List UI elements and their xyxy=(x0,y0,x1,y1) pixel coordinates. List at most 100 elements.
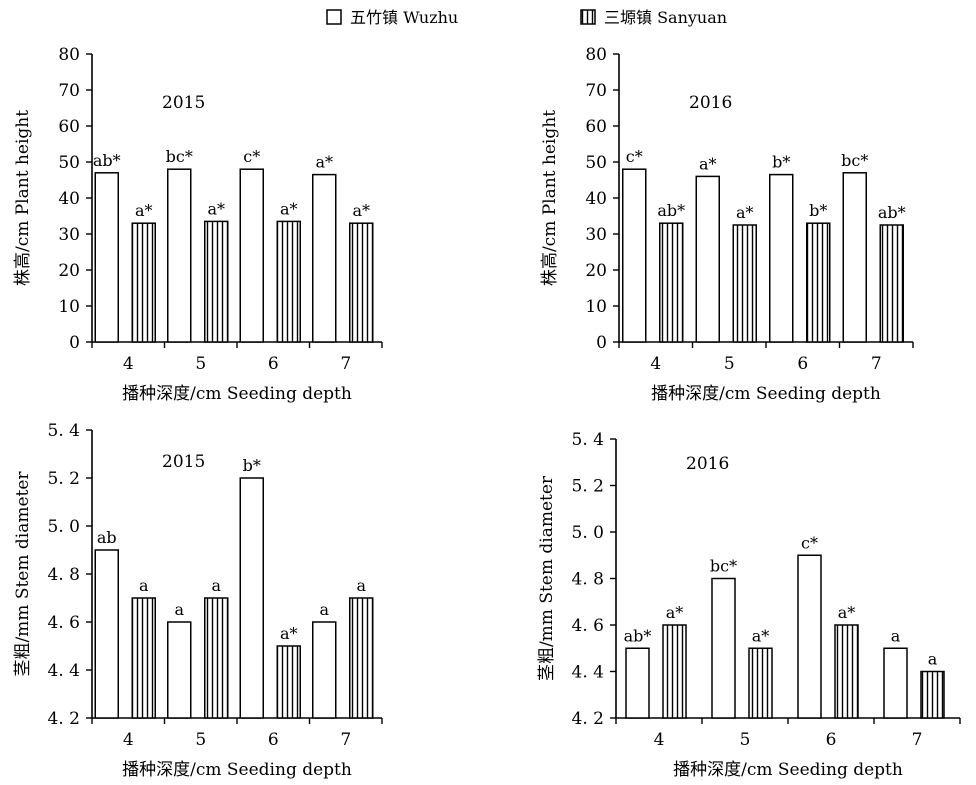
bar-sanyuan xyxy=(748,647,773,719)
significance-label: bc* xyxy=(841,151,868,170)
year-label: 2016 xyxy=(686,454,729,474)
y-tick-label: 60 xyxy=(585,117,607,137)
bar-wuzhu xyxy=(769,173,794,343)
y-tick-label: 4. 4 xyxy=(48,661,80,681)
legend: 五竹镇 Wuzhu 三塬镇 Sanyuan xyxy=(326,8,727,27)
y-tick-label: 5. 4 xyxy=(572,430,604,450)
y-tick-label: 60 xyxy=(58,117,80,137)
y-tick-label: 5. 0 xyxy=(572,523,604,543)
year-label: 2016 xyxy=(689,93,732,113)
x-tick-label: 7 xyxy=(340,354,351,374)
x-tick-label: 7 xyxy=(912,730,923,750)
significance-label: a* xyxy=(315,153,333,172)
y-axis-title: 茎粗/mm Stem diameter xyxy=(537,475,557,681)
bar-sanyuan xyxy=(834,624,859,719)
x-tick-label: 5 xyxy=(724,354,735,374)
significance-label: a xyxy=(174,600,184,619)
y-tick-label: 5. 0 xyxy=(48,517,80,537)
bar-wuzhu xyxy=(167,621,192,719)
x-tick-label: 4 xyxy=(654,730,665,750)
significance-label: a* xyxy=(207,199,225,218)
x-tick-label: 5 xyxy=(195,354,206,374)
significance-label: a* xyxy=(752,626,770,645)
significance-label: c* xyxy=(243,147,260,166)
bar-sanyuan xyxy=(806,222,831,343)
y-tick-label: 0 xyxy=(69,333,80,353)
significance-label: a* xyxy=(352,201,370,220)
y-tick-label: 80 xyxy=(585,45,607,65)
y-tick-label: 20 xyxy=(585,261,607,281)
y-tick-label: 80 xyxy=(58,45,80,65)
legend-swatch-wuzhu xyxy=(326,9,342,25)
x-tick-label: 6 xyxy=(268,730,279,750)
bar-wuzhu xyxy=(883,647,908,719)
bar-sanyuan xyxy=(732,224,757,343)
significance-label: ab* xyxy=(93,151,121,170)
y-tick-label: 4. 2 xyxy=(48,709,80,729)
y-tick-label: 10 xyxy=(585,297,607,317)
x-tick-label: 4 xyxy=(650,354,661,374)
significance-label: a xyxy=(928,650,938,669)
panel-height-2015: 0 10 20 30 40 50 60 70 80 4 ab* a* 5 bc* a* 6 c* a* 7 a* a* 2… xyxy=(13,45,383,404)
panel-height-2016: 0 10 20 30 40 50 60 70 80 4 c* ab* 5 a* a* 6 b* b* 7 bc* ab*… xyxy=(540,45,914,404)
significance-label: a xyxy=(211,576,221,595)
significance-label: b* xyxy=(809,201,827,220)
x-tick-label: 7 xyxy=(871,354,882,374)
x-tick-label: 4 xyxy=(123,730,134,750)
significance-label: bc* xyxy=(166,147,193,166)
bar-sanyuan xyxy=(662,624,687,719)
bar-wuzhu xyxy=(94,549,119,719)
y-tick-label: 5. 2 xyxy=(572,477,604,497)
bar-wuzhu xyxy=(312,621,337,719)
y-tick-label: 70 xyxy=(585,81,607,101)
y-tick-label: 50 xyxy=(58,153,80,173)
x-axis-title: 播种深度/cm Seeding depth xyxy=(122,760,352,780)
y-tick-label: 4. 4 xyxy=(572,663,604,683)
bar-wuzhu xyxy=(312,173,337,343)
y-tick-label: 30 xyxy=(585,225,607,245)
y-axis-title: 茎粗/mm Stem diameter xyxy=(13,471,33,677)
significance-label: ab xyxy=(97,528,117,547)
significance-label: b* xyxy=(243,456,261,475)
y-tick-label: 4. 2 xyxy=(572,709,604,729)
bar-sanyuan xyxy=(276,645,301,719)
bar-wuzhu xyxy=(711,577,736,719)
significance-label: ab* xyxy=(624,626,652,645)
bar-wuzhu xyxy=(625,647,650,719)
x-tick-label: 4 xyxy=(123,354,134,374)
y-tick-label: 0 xyxy=(596,333,607,353)
x-tick-label: 6 xyxy=(826,730,837,750)
x-tick-label: 5 xyxy=(740,730,751,750)
y-tick-label: 4. 6 xyxy=(572,616,604,636)
x-tick-label: 5 xyxy=(195,730,206,750)
significance-label: a xyxy=(139,576,149,595)
significance-label: a* xyxy=(736,203,754,222)
y-tick-label: 70 xyxy=(58,81,80,101)
bar-wuzhu xyxy=(239,168,264,343)
legend-label-sanyuan: 三塬镇 Sanyuan xyxy=(604,8,727,27)
significance-label: c* xyxy=(626,147,643,166)
y-tick-label: 40 xyxy=(585,189,607,209)
x-axis-title: 播种深度/cm Seeding depth xyxy=(122,384,352,404)
y-tick-label: 5. 2 xyxy=(48,469,80,489)
bar-sanyuan xyxy=(204,597,229,719)
y-tick-label: 5. 4 xyxy=(48,421,80,441)
bar-sanyuan xyxy=(659,222,684,343)
significance-label: a xyxy=(891,626,901,645)
x-axis-title: 播种深度/cm Seeding depth xyxy=(651,384,881,404)
bar-sanyuan xyxy=(349,597,374,719)
bar-wuzhu xyxy=(695,175,720,343)
significance-label: a xyxy=(319,600,329,619)
y-tick-label: 4. 6 xyxy=(48,613,80,633)
bar-wuzhu xyxy=(94,172,119,343)
x-tick-label: 6 xyxy=(797,354,808,374)
y-tick-label: 40 xyxy=(58,189,80,209)
significance-label: a xyxy=(356,576,366,595)
significance-label: b* xyxy=(772,153,790,172)
bar-wuzhu xyxy=(842,172,867,343)
significance-label: bc* xyxy=(710,557,737,576)
bar-wuzhu xyxy=(797,554,822,719)
y-axis-title: 株高/cm Plant height xyxy=(13,110,33,286)
y-tick-label: 4. 8 xyxy=(48,565,80,585)
